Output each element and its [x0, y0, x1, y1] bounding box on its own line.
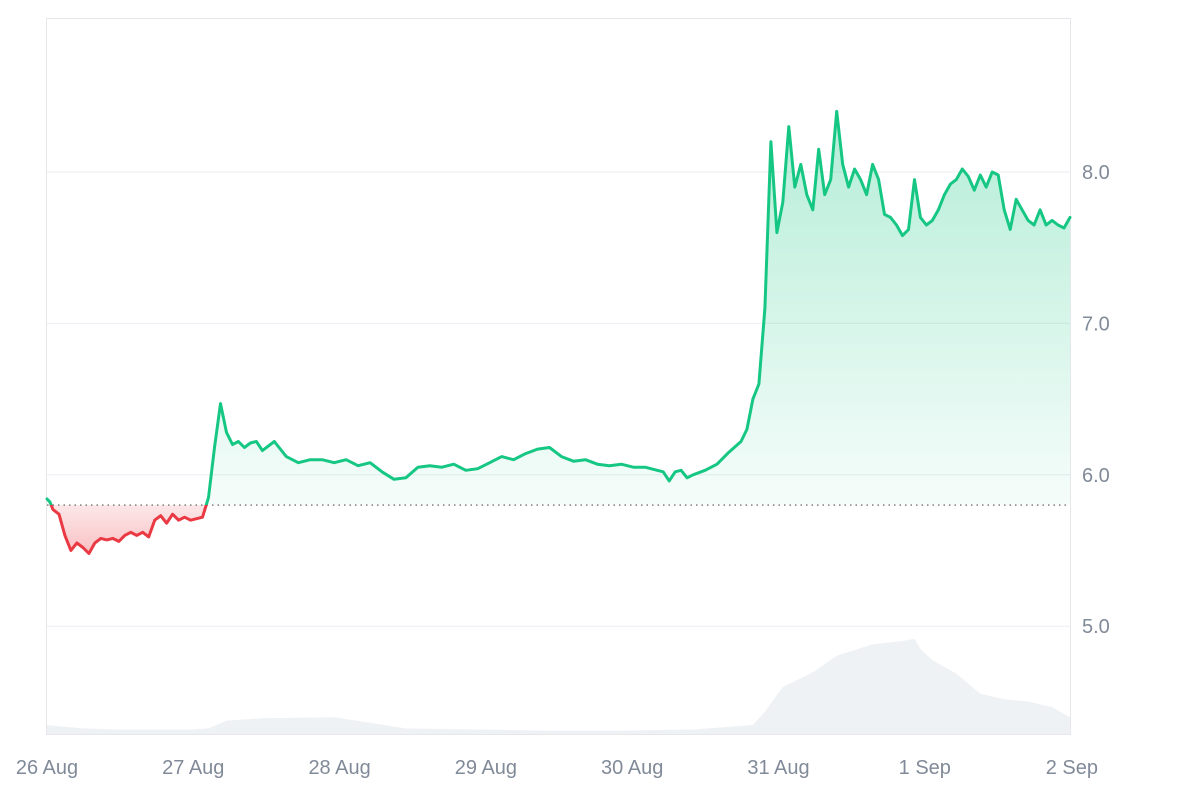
- x-axis-ticks: 26 Aug 27 Aug 28 Aug 29 Aug 30 Aug 31 Aug 1 Se…: [16, 757, 1098, 779]
- area-below-baseline: [47, 505, 1070, 554]
- plot-border: [46, 18, 1071, 735]
- x-tick-label-5: 31 Aug: [747, 757, 809, 779]
- y-tick-label-3: 8.0: [1082, 162, 1110, 184]
- y-tick-label-1: 6.0: [1082, 465, 1110, 487]
- volume-area: [47, 638, 1070, 734]
- y-tick-label-2: 7.0: [1082, 313, 1110, 335]
- x-tick-label-3: 29 Aug: [455, 757, 517, 779]
- y-tick-label-0: 5.0: [1082, 616, 1110, 638]
- x-tick-label-6: 1 Sep: [899, 757, 951, 779]
- x-tick-label-1: 27 Aug: [162, 757, 224, 779]
- area-above-baseline: [47, 111, 1070, 505]
- series-line-above-baseline: [45, 109, 1072, 505]
- x-tick-label-0: 26 Aug: [16, 757, 78, 779]
- series-line-below-baseline: [49, 505, 208, 555]
- x-tick-label-7: 2 Sep: [1046, 757, 1098, 779]
- y-axis-ticks: 5.0 6.0 7.0 8.0: [1082, 162, 1110, 638]
- x-tick-label-2: 28 Aug: [308, 757, 370, 779]
- x-tick-label-4: 30 Aug: [601, 757, 663, 779]
